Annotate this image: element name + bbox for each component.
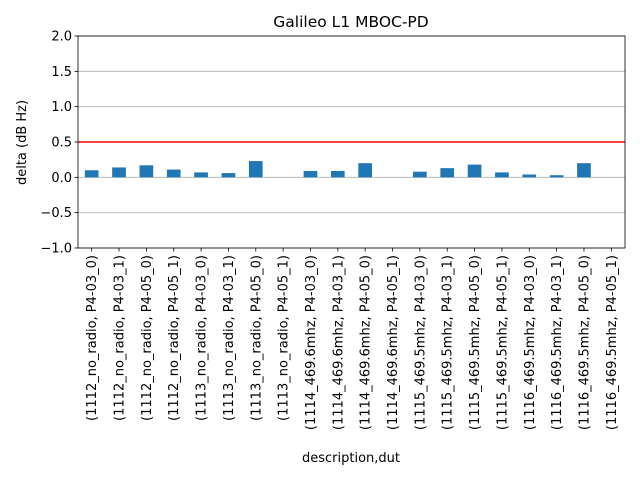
chart-title: Galileo L1 MBOC-PD <box>273 13 428 31</box>
x-tick-label: (1114_469.6mhz, P4-03_1) <box>331 255 346 430</box>
x-tick-label: (1113_no_radio, P4-03_1) <box>222 255 237 421</box>
x-tick-label: (1115_469.5mhz, P4-03_0) <box>413 255 428 430</box>
y-tick-label: 1.0 <box>51 100 72 115</box>
y-tick-label: 1.5 <box>51 65 72 80</box>
y-tick-label: −0.5 <box>40 206 72 221</box>
bar <box>522 174 537 178</box>
bar <box>358 163 373 178</box>
bar <box>303 170 318 178</box>
bar <box>221 173 236 178</box>
x-tick-label: (1115_469.5mhz, P4-05_1) <box>495 255 510 430</box>
x-tick-label: (1112_no_radio, P4-05_0) <box>140 255 155 421</box>
y-axis-label: delta (dB Hz) <box>15 100 30 185</box>
x-tick-label: (1116_469.5mhz, P4-03_0) <box>523 255 538 430</box>
x-tick-label: (1114_469.6mhz, P4-05_0) <box>359 255 374 430</box>
bar <box>112 167 126 178</box>
y-ticks: −1.0 −0.5 0.0 0.5 1.0 1.5 2.0 <box>40 30 78 257</box>
bar <box>549 175 564 178</box>
bar <box>330 170 345 178</box>
bar <box>413 171 427 178</box>
bar <box>139 165 154 178</box>
x-tick-label: (1112_no_radio, P4-03_1) <box>113 255 128 421</box>
x-tick-label: (1115_469.5mhz, P4-05_0) <box>468 255 483 430</box>
x-axis-label: description,dut <box>302 451 400 466</box>
y-tick-label: 2.0 <box>51 30 72 45</box>
bar <box>166 169 181 178</box>
bars <box>84 161 591 178</box>
bar <box>194 172 208 178</box>
x-tick-label: (1113_no_radio, P4-05_0) <box>249 255 264 421</box>
bar <box>577 163 591 178</box>
y-tick-label: −1.0 <box>40 242 72 257</box>
x-tick-label: (1112_no_radio, P4-03_0) <box>85 255 100 421</box>
x-tick-label: (1113_no_radio, P4-03_0) <box>195 255 210 421</box>
bar <box>495 172 509 178</box>
x-ticks: (1112_no_radio, P4-03_0) (1112_no_radio, … <box>85 248 620 430</box>
x-tick-label: (1113_no_radio, P4-05_1) <box>277 255 292 421</box>
x-tick-label: (1114_469.6mhz, P4-05_1) <box>386 255 401 430</box>
x-tick-label: (1116_469.5mhz, P4-05_1) <box>605 255 620 430</box>
bar <box>248 161 263 178</box>
x-tick-label: (1114_469.6mhz, P4-03_0) <box>304 255 319 430</box>
bar <box>440 168 455 178</box>
bar <box>467 164 482 178</box>
bar <box>84 170 99 178</box>
x-tick-label: (1116_469.5mhz, P4-03_1) <box>550 255 565 430</box>
y-tick-label: 0.0 <box>51 171 72 186</box>
y-tick-label: 0.5 <box>51 136 72 151</box>
x-tick-label: (1112_no_radio, P4-05_1) <box>167 255 182 421</box>
x-tick-label: (1116_469.5mhz, P4-05_0) <box>577 255 592 430</box>
x-tick-label: (1115_469.5mhz, P4-03_1) <box>441 255 456 430</box>
